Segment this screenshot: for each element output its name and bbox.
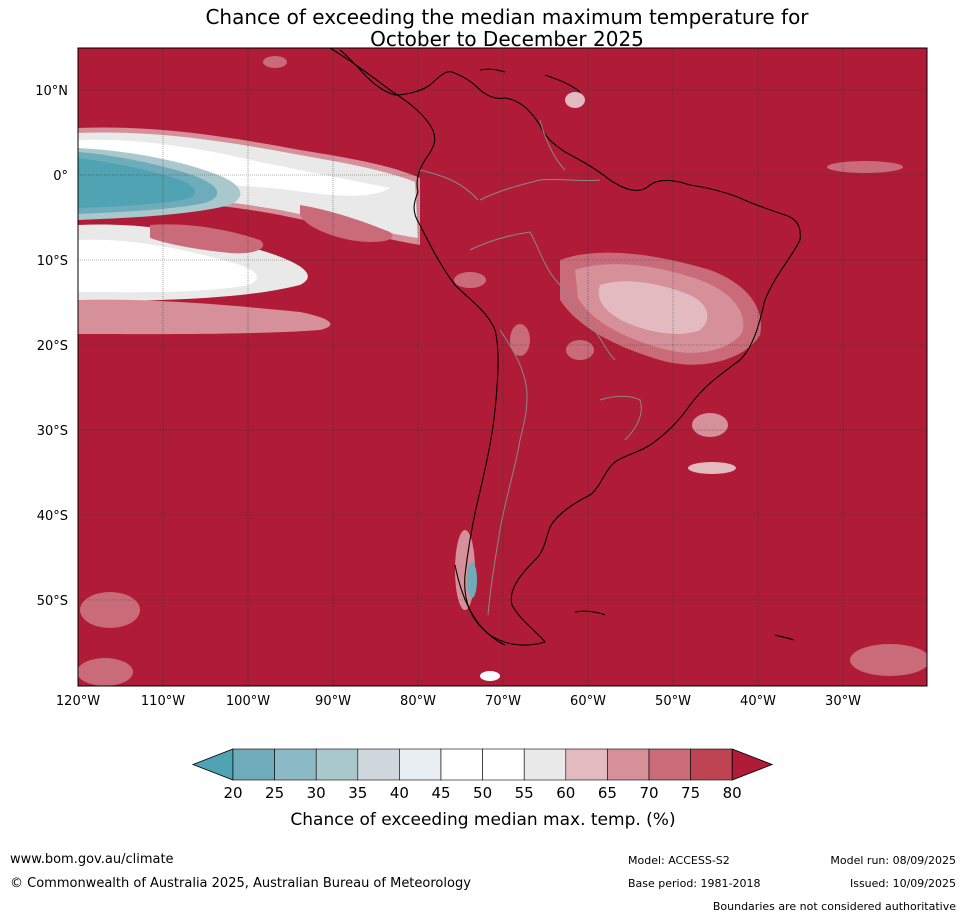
colorbar-tick-label: 70 [639,784,658,802]
pacific-anomaly-band [78,127,420,335]
colorbar-tick-label: 80 [723,784,742,802]
colorbar-segment [274,748,317,781]
colorbar-tick-label: 35 [348,784,367,802]
brazil-anomaly-region [560,252,761,365]
latitude-label: 20°S [37,339,68,354]
longitude-label: 110°W [141,694,185,709]
colorbar-tick-label: 75 [681,784,700,802]
longitude-label: 120°W [56,694,100,709]
latitude-labels: 10°N 0° 10°S 20°S 30°S 40°S 50°S [35,84,68,609]
colorbar-segment [315,748,359,781]
base-period: Base period: 1981-2018 [628,877,761,890]
coastlines [329,48,801,646]
copyright-text: © Commonwealth of Australia 2025, Austra… [10,876,471,891]
colorbar-tick-label: 55 [515,784,534,802]
colorbar-segment [232,748,275,781]
forecast-map: 10°N 0° 10°S 20°S 30°S 40°S 50°S 120°W 110°W 100… [35,47,928,830]
colorbar-tick-label: 20 [223,784,242,802]
colorbar-tick-label: 30 [307,784,326,802]
website-link[interactable]: www.bom.gov.au/climate [10,852,174,867]
colorbar-segment [399,748,442,781]
colorbar: 20 25 30 35 40 45 50 55 60 65 70 75 80 [191,748,774,802]
longitude-label: 100°W [226,694,270,709]
colorbar-tick-label: 45 [431,784,450,802]
longitude-label: 40°W [740,694,776,709]
colorbar-low-extension [191,748,234,781]
colorbar-segment [607,748,650,781]
latitude-label: 40°S [37,509,68,524]
colorbar-segment [482,748,525,781]
colorbar-segment [357,748,400,781]
colorbar-tick-label: 65 [598,784,617,802]
country-borders [419,119,642,616]
longitude-labels: 120°W 110°W 100°W 90°W 80°W 70°W 60°W 50°W 40°W 3… [56,694,861,709]
colorbar-title: Chance of exceeding median max. temp. (%… [290,810,675,830]
longitude-label: 30°W [825,694,861,709]
issued-date: Issued: 10/09/2025 [849,877,956,890]
colorbar-tick-label: 25 [265,784,284,802]
longitude-label: 60°W [570,694,606,709]
scattered-anomaly-patches [78,56,927,686]
latitude-label: 0° [53,169,68,184]
latitude-label: 10°N [35,84,68,99]
colorbar-high-extension [731,748,774,781]
colorbar-segment [523,748,567,781]
colorbar-segment [690,748,733,781]
longitude-label: 70°W [485,694,521,709]
colorbar-segment [440,748,483,781]
colorbar-tick-label: 50 [473,784,492,802]
colorbar-tick-label: 60 [556,784,575,802]
colorbar-segment [648,748,691,781]
boundaries-disclaimer: Boundaries are not considered authoritat… [712,900,956,913]
map-title-line1: Chance of exceeding the median maximum t… [205,5,809,29]
longitude-label: 80°W [400,694,436,709]
colorbar-segment [565,748,608,781]
longitude-label: 50°W [655,694,691,709]
model-name: Model: ACCESS-S2 [628,854,730,867]
map-title-line2: October to December 2025 [370,27,644,51]
longitude-label: 90°W [315,694,351,709]
map-frame [77,47,928,687]
colorbar-tick-label: 40 [390,784,409,802]
model-run-date: Model run: 08/09/2025 [830,854,956,867]
latitude-label: 10°S [37,254,68,269]
latitude-label: 30°S [37,424,68,439]
latitude-label: 50°S [37,594,68,609]
